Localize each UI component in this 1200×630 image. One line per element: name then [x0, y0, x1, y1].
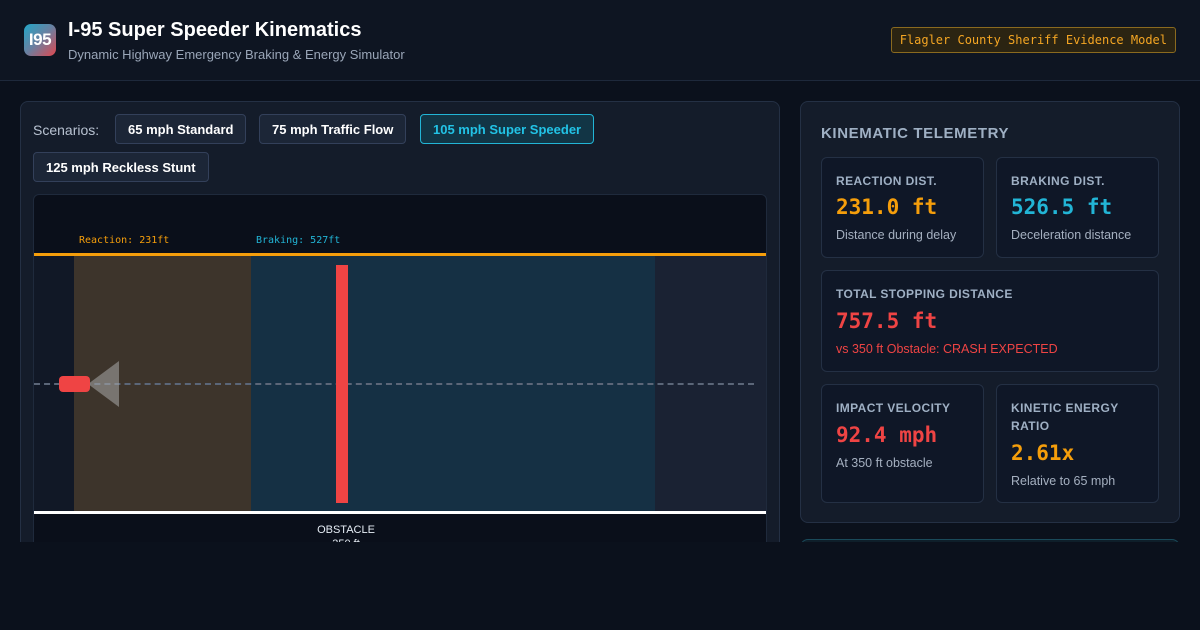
- obstacle-title: OBSTACLE: [317, 524, 375, 536]
- headlight-beam-icon: [88, 361, 119, 407]
- simulator-panel: Scenarios: 65 mph Standard 75 mph Traffi…: [20, 101, 780, 561]
- impact-velocity-value: 92.4 mph: [836, 423, 938, 447]
- obstacle-marker: [336, 265, 348, 503]
- scenario-75-mph-button[interactable]: 75 mph Traffic Flow: [259, 114, 407, 144]
- telemetry-panel: KINEMATIC TELEMETRY REACTION DIST. 231.0…: [800, 101, 1180, 523]
- vehicle-icon: [59, 376, 90, 392]
- road-edge-bottom: [34, 511, 766, 514]
- braking-distance-label: BRAKING DIST.: [1011, 174, 1105, 188]
- braking-distance-card: BRAKING DIST. 526.5 ft Deceleration dist…: [996, 157, 1159, 258]
- scenarios-label: Scenarios:: [33, 122, 100, 138]
- braking-distance-value: 526.5 ft: [1011, 195, 1113, 219]
- app-title: I-95 Super Speeder Kinematics: [68, 19, 362, 41]
- braking-zone-label: Braking: 527ft: [256, 235, 341, 246]
- highway-simulation-canvas: Reaction: 231ft Braking: 527ft OBSTACLE …: [33, 194, 767, 554]
- evidence-model-badge: Flagler County Sheriff Evidence Model: [890, 27, 1176, 53]
- viewport-fold: [0, 542, 1200, 630]
- scenario-125-mph-button[interactable]: 125 mph Reckless Stunt: [33, 152, 209, 182]
- i95-logo-icon: I95: [24, 24, 56, 56]
- kinetic-energy-card: KINETIC ENERGY RATIO 2.61x Relative to 6…: [996, 384, 1159, 503]
- kinetic-energy-label: KINETIC ENERGY RATIO: [1011, 401, 1119, 433]
- road-edge-top: [34, 253, 766, 256]
- total-stopping-distance-label: TOTAL STOPPING DISTANCE: [836, 287, 1013, 301]
- scenario-105-mph-button[interactable]: 105 mph Super Speeder: [420, 114, 595, 144]
- lane-divider: [34, 383, 754, 385]
- app-subtitle: Dynamic Highway Emergency Braking & Ener…: [68, 47, 405, 62]
- impact-velocity-card: IMPACT VELOCITY 92.4 mph At 350 ft obsta…: [821, 384, 984, 503]
- telemetry-title: KINEMATIC TELEMETRY: [821, 125, 1010, 142]
- kinetic-energy-value: 2.61x: [1011, 441, 1075, 465]
- impact-velocity-label: IMPACT VELOCITY: [836, 401, 951, 415]
- kinetic-energy-caption: Relative to 65 mph: [1011, 474, 1116, 488]
- reaction-zone-label: Reaction: 231ft: [79, 235, 170, 246]
- impact-velocity-caption: At 350 ft obstacle: [836, 456, 933, 470]
- total-stopping-distance-value: 757.5 ft: [836, 309, 938, 333]
- scenario-65-mph-button[interactable]: 65 mph Standard: [115, 114, 247, 144]
- reaction-distance-value: 231.0 ft: [836, 195, 938, 219]
- braking-distance-caption: Deceleration distance: [1011, 228, 1132, 242]
- reaction-distance-caption: Distance during delay: [836, 228, 957, 242]
- app-header: I95 I-95 Super Speeder Kinematics Dynami…: [0, 0, 1200, 81]
- crash-warning-text: vs 350 ft Obstacle: CRASH EXPECTED: [836, 342, 1058, 356]
- total-stopping-distance-card: TOTAL STOPPING DISTANCE 757.5 ft vs 350 …: [821, 270, 1159, 372]
- reaction-distance-label: REACTION DIST.: [836, 174, 937, 188]
- reaction-distance-card: REACTION DIST. 231.0 ft Distance during …: [821, 157, 984, 258]
